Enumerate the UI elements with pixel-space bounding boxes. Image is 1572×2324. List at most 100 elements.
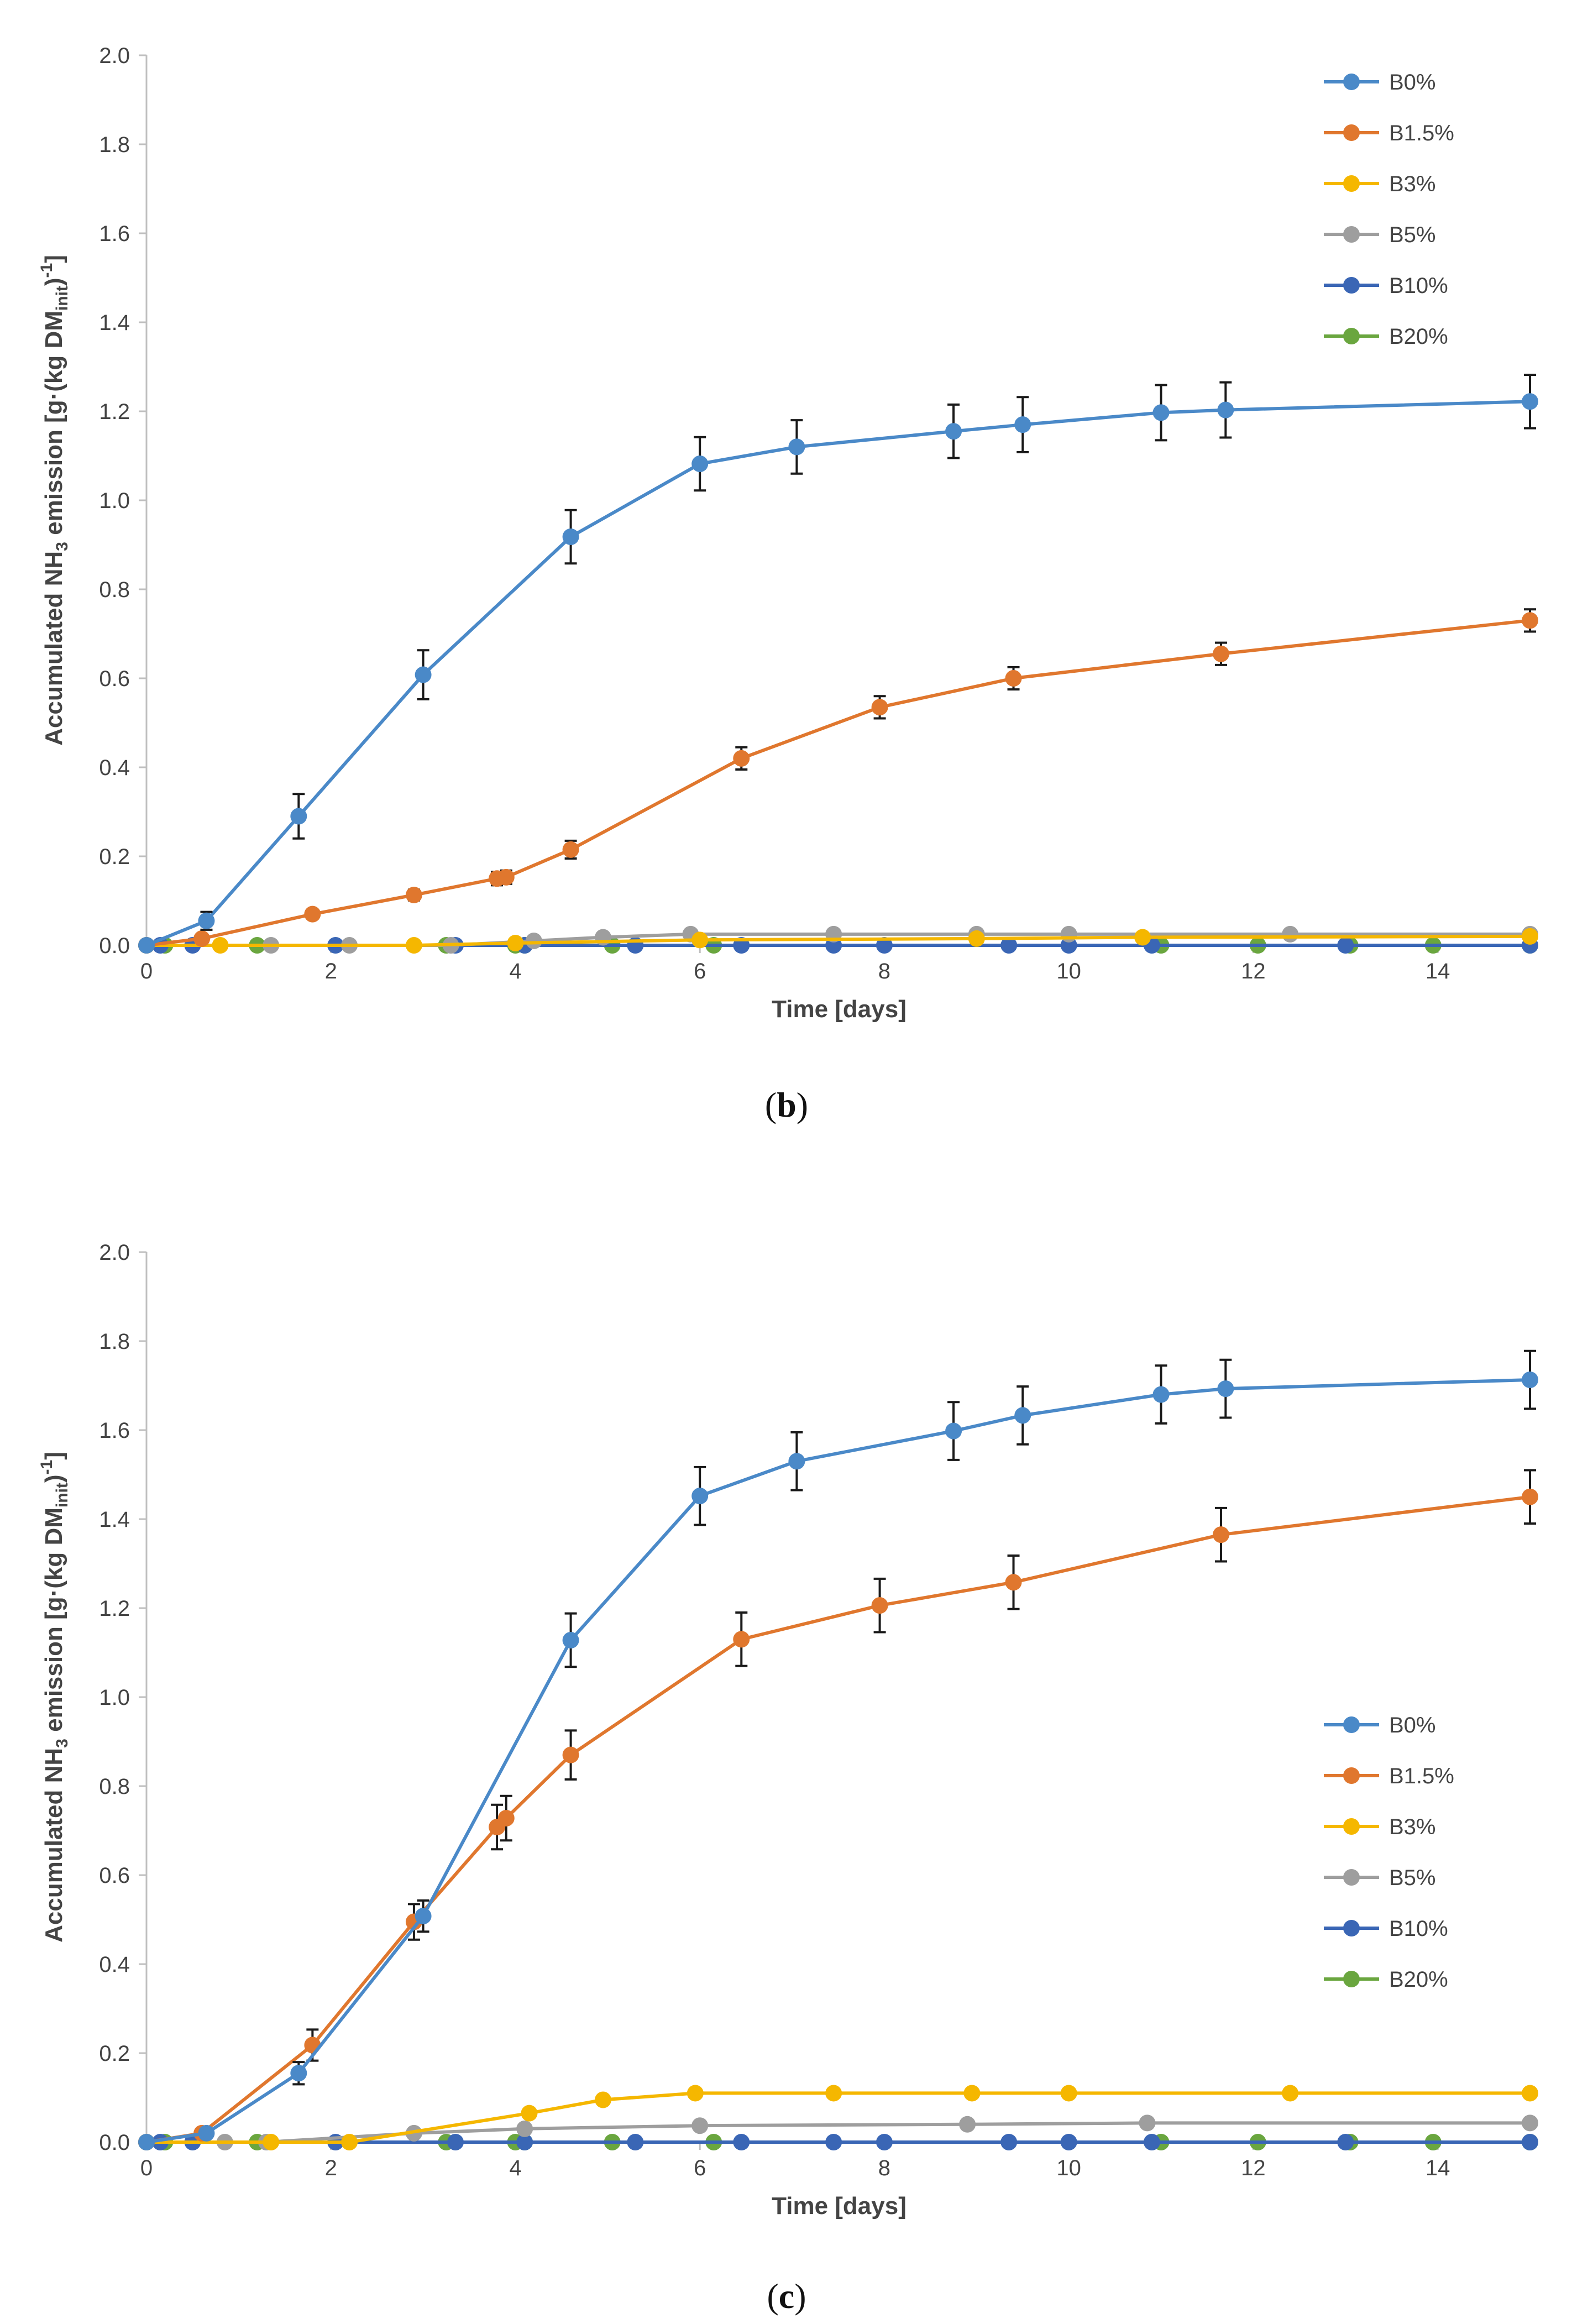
y-label-main: Accumulated NH	[40, 551, 67, 746]
data-point	[1522, 393, 1538, 410]
data-point	[507, 934, 524, 951]
data-point	[594, 2091, 611, 2108]
data-point	[1014, 1407, 1031, 1424]
y-label-close: )	[40, 278, 67, 286]
data-point	[405, 937, 422, 954]
series-line	[146, 1378, 1531, 2144]
x-axis-label: Time [days]	[772, 996, 906, 1023]
x-tick-label: 4	[509, 2156, 521, 2180]
data-point	[825, 2134, 842, 2150]
y-tick-label: 1.2	[99, 400, 130, 424]
y-label-mid: emission [g·(kg DM	[40, 311, 67, 542]
data-point	[733, 750, 750, 767]
data-point	[733, 1631, 750, 1648]
legend-label: B20%	[1389, 324, 1448, 349]
y-tick-label: 1.6	[99, 222, 130, 246]
legend-label: B10%	[1389, 1917, 1448, 1941]
y-label-sub3: 3	[53, 1739, 71, 1748]
data-point	[1522, 2085, 1538, 2102]
data-point	[212, 937, 229, 954]
data-point	[825, 2085, 842, 2102]
data-point	[1000, 937, 1018, 954]
chart-b: 0.0 0.2 0.4 0.6 0.8 1.0 1.2 1.4 1.6 1.8 2.0 0 2 4 6 8 1…	[38, 44, 1538, 1124]
data-point	[959, 2116, 976, 2133]
series-b1-5pct	[138, 1469, 1538, 2150]
x-tick-label: 6	[694, 959, 706, 983]
data-point	[138, 2134, 155, 2150]
y-tick-label: 1.4	[99, 311, 130, 335]
legend-label: B0%	[1389, 1713, 1436, 1737]
data-point	[304, 905, 321, 923]
legend-swatch-marker	[1343, 226, 1360, 243]
y-tick-label: 1.8	[99, 133, 130, 157]
data-point	[1005, 670, 1022, 687]
legend-label: B3%	[1389, 172, 1436, 196]
legend-swatch-marker	[1343, 1869, 1360, 1886]
data-point	[1337, 2134, 1354, 2150]
legend-item: B1.5%	[1324, 1764, 1454, 1788]
data-point	[1282, 2085, 1299, 2102]
x-tick-label: 8	[878, 2156, 890, 2180]
legend-label: B20%	[1389, 1967, 1448, 1992]
legend-item: B3%	[1324, 172, 1436, 196]
series-line	[146, 619, 1531, 947]
legend: B0% B1.5% B3% B5% B10% B20%	[1324, 1713, 1454, 1992]
y-tick-label: 1.8	[99, 1330, 130, 1354]
data-point	[1212, 645, 1229, 662]
y-tick-label: 2.0	[99, 1240, 130, 1265]
series-b0pct	[138, 1349, 1538, 2150]
y-tick-label: 1.4	[99, 1508, 130, 1532]
data-point	[691, 1488, 709, 1505]
legend-item: B20%	[1324, 324, 1448, 349]
data-point	[562, 528, 579, 546]
x-tick-label: 4	[509, 959, 521, 983]
panel-caption: (c)	[767, 2276, 806, 2316]
data-point	[876, 937, 893, 954]
data-point	[1522, 2114, 1538, 2132]
data-point	[516, 2120, 533, 2137]
data-point	[968, 930, 985, 947]
y-label-sup: -1	[38, 1460, 56, 1475]
data-point	[1005, 1574, 1022, 1591]
legend-swatch-marker	[1343, 328, 1360, 344]
panel-letter: c	[779, 2276, 794, 2316]
data-point	[876, 2134, 893, 2150]
x-tick-label: 14	[1426, 2156, 1450, 2180]
data-point	[193, 930, 211, 947]
legend-label: B1.5%	[1389, 1764, 1454, 1788]
data-point	[1522, 612, 1538, 629]
y-label-subinit: init	[53, 1483, 71, 1508]
y-tick-label: 0.6	[99, 667, 130, 691]
data-point	[1217, 1380, 1234, 1397]
data-point	[871, 699, 888, 716]
data-point	[1282, 925, 1299, 943]
legend-label: B5%	[1389, 223, 1436, 247]
legend-swatch-marker	[1343, 74, 1360, 90]
x-axis-label: Time [days]	[772, 2192, 906, 2220]
legend-item: B0%	[1324, 70, 1436, 95]
y-axis-label: Accumulated NH3 emission [g·(kg DMinit)-…	[38, 1452, 71, 1943]
data-point	[521, 2105, 538, 2122]
data-point	[1060, 2085, 1077, 2102]
legend-item: B0%	[1324, 1713, 1436, 1737]
x-tick-label: 0	[140, 959, 153, 983]
y-label-main: Accumulated NH	[40, 1748, 67, 1943]
legend-swatch-marker	[1343, 1920, 1360, 1936]
y-tick-label: 0.4	[99, 1953, 130, 1977]
y-label-sub3: 3	[53, 542, 71, 551]
data-point	[516, 2134, 533, 2150]
series-line	[145, 400, 1531, 947]
series-line	[146, 1495, 1531, 2144]
legend: B0% B1.5% B3% B5% B10% B20%	[1324, 70, 1454, 349]
data-point	[1337, 937, 1354, 954]
y-tick-label: 2.0	[99, 44, 130, 68]
y-axis-label: Accumulated NH3 emission [g·(kg DMinit)-…	[38, 255, 71, 746]
legend-swatch-marker	[1343, 175, 1360, 192]
data-point	[691, 931, 709, 949]
y-tick-label: 0.2	[99, 845, 130, 869]
legend-item: B20%	[1324, 1967, 1448, 1992]
legend-label: B10%	[1389, 274, 1448, 298]
data-point	[871, 1597, 888, 1614]
panel-letter: b	[777, 1085, 797, 1124]
data-point	[963, 2085, 981, 2102]
